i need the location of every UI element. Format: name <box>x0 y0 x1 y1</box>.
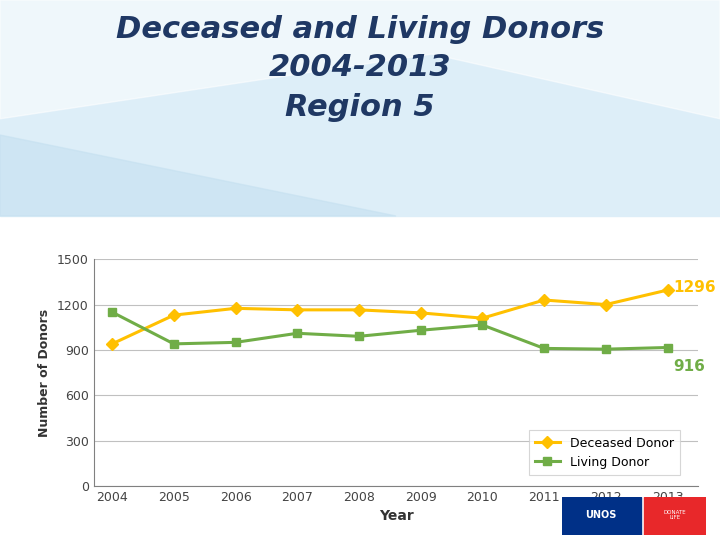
Living Donor <box>540 345 549 352</box>
Deceased Donor <box>293 307 302 313</box>
Deceased Donor <box>478 315 487 321</box>
Living Donor <box>293 330 302 336</box>
Text: 2004-2013: 2004-2013 <box>269 53 451 82</box>
Text: DONATE
LIFE: DONATE LIFE <box>663 510 686 521</box>
Living Donor <box>663 345 672 351</box>
Living Donor <box>231 339 240 346</box>
Polygon shape <box>0 0 720 119</box>
Living Donor <box>169 341 178 347</box>
Text: Deceased and Living Donors: Deceased and Living Donors <box>116 15 604 44</box>
Living Donor <box>108 309 117 315</box>
Bar <box>644 497 706 535</box>
Text: 916: 916 <box>673 360 705 374</box>
Deceased Donor <box>231 305 240 312</box>
Text: 1296: 1296 <box>673 280 716 295</box>
Bar <box>562 497 641 535</box>
Deceased Donor <box>355 307 364 313</box>
X-axis label: Year: Year <box>379 509 413 523</box>
Text: Region 5: Region 5 <box>285 93 435 123</box>
Deceased Donor <box>416 309 425 316</box>
Deceased Donor <box>663 287 672 293</box>
Y-axis label: Number of Donors: Number of Donors <box>38 308 51 437</box>
Deceased Donor <box>601 301 610 308</box>
Living Donor <box>355 333 364 340</box>
Deceased Donor <box>540 297 549 303</box>
Bar <box>0 0 720 216</box>
Deceased Donor <box>108 341 117 347</box>
Line: Living Donor: Living Donor <box>108 308 672 353</box>
Line: Deceased Donor: Deceased Donor <box>108 286 672 348</box>
Deceased Donor <box>169 312 178 319</box>
Polygon shape <box>0 135 396 216</box>
Living Donor <box>416 327 425 334</box>
Legend: Deceased Donor, Living Donor: Deceased Donor, Living Donor <box>528 430 680 475</box>
Living Donor <box>601 346 610 353</box>
Text: UNOS: UNOS <box>585 510 616 520</box>
Living Donor <box>478 322 487 328</box>
